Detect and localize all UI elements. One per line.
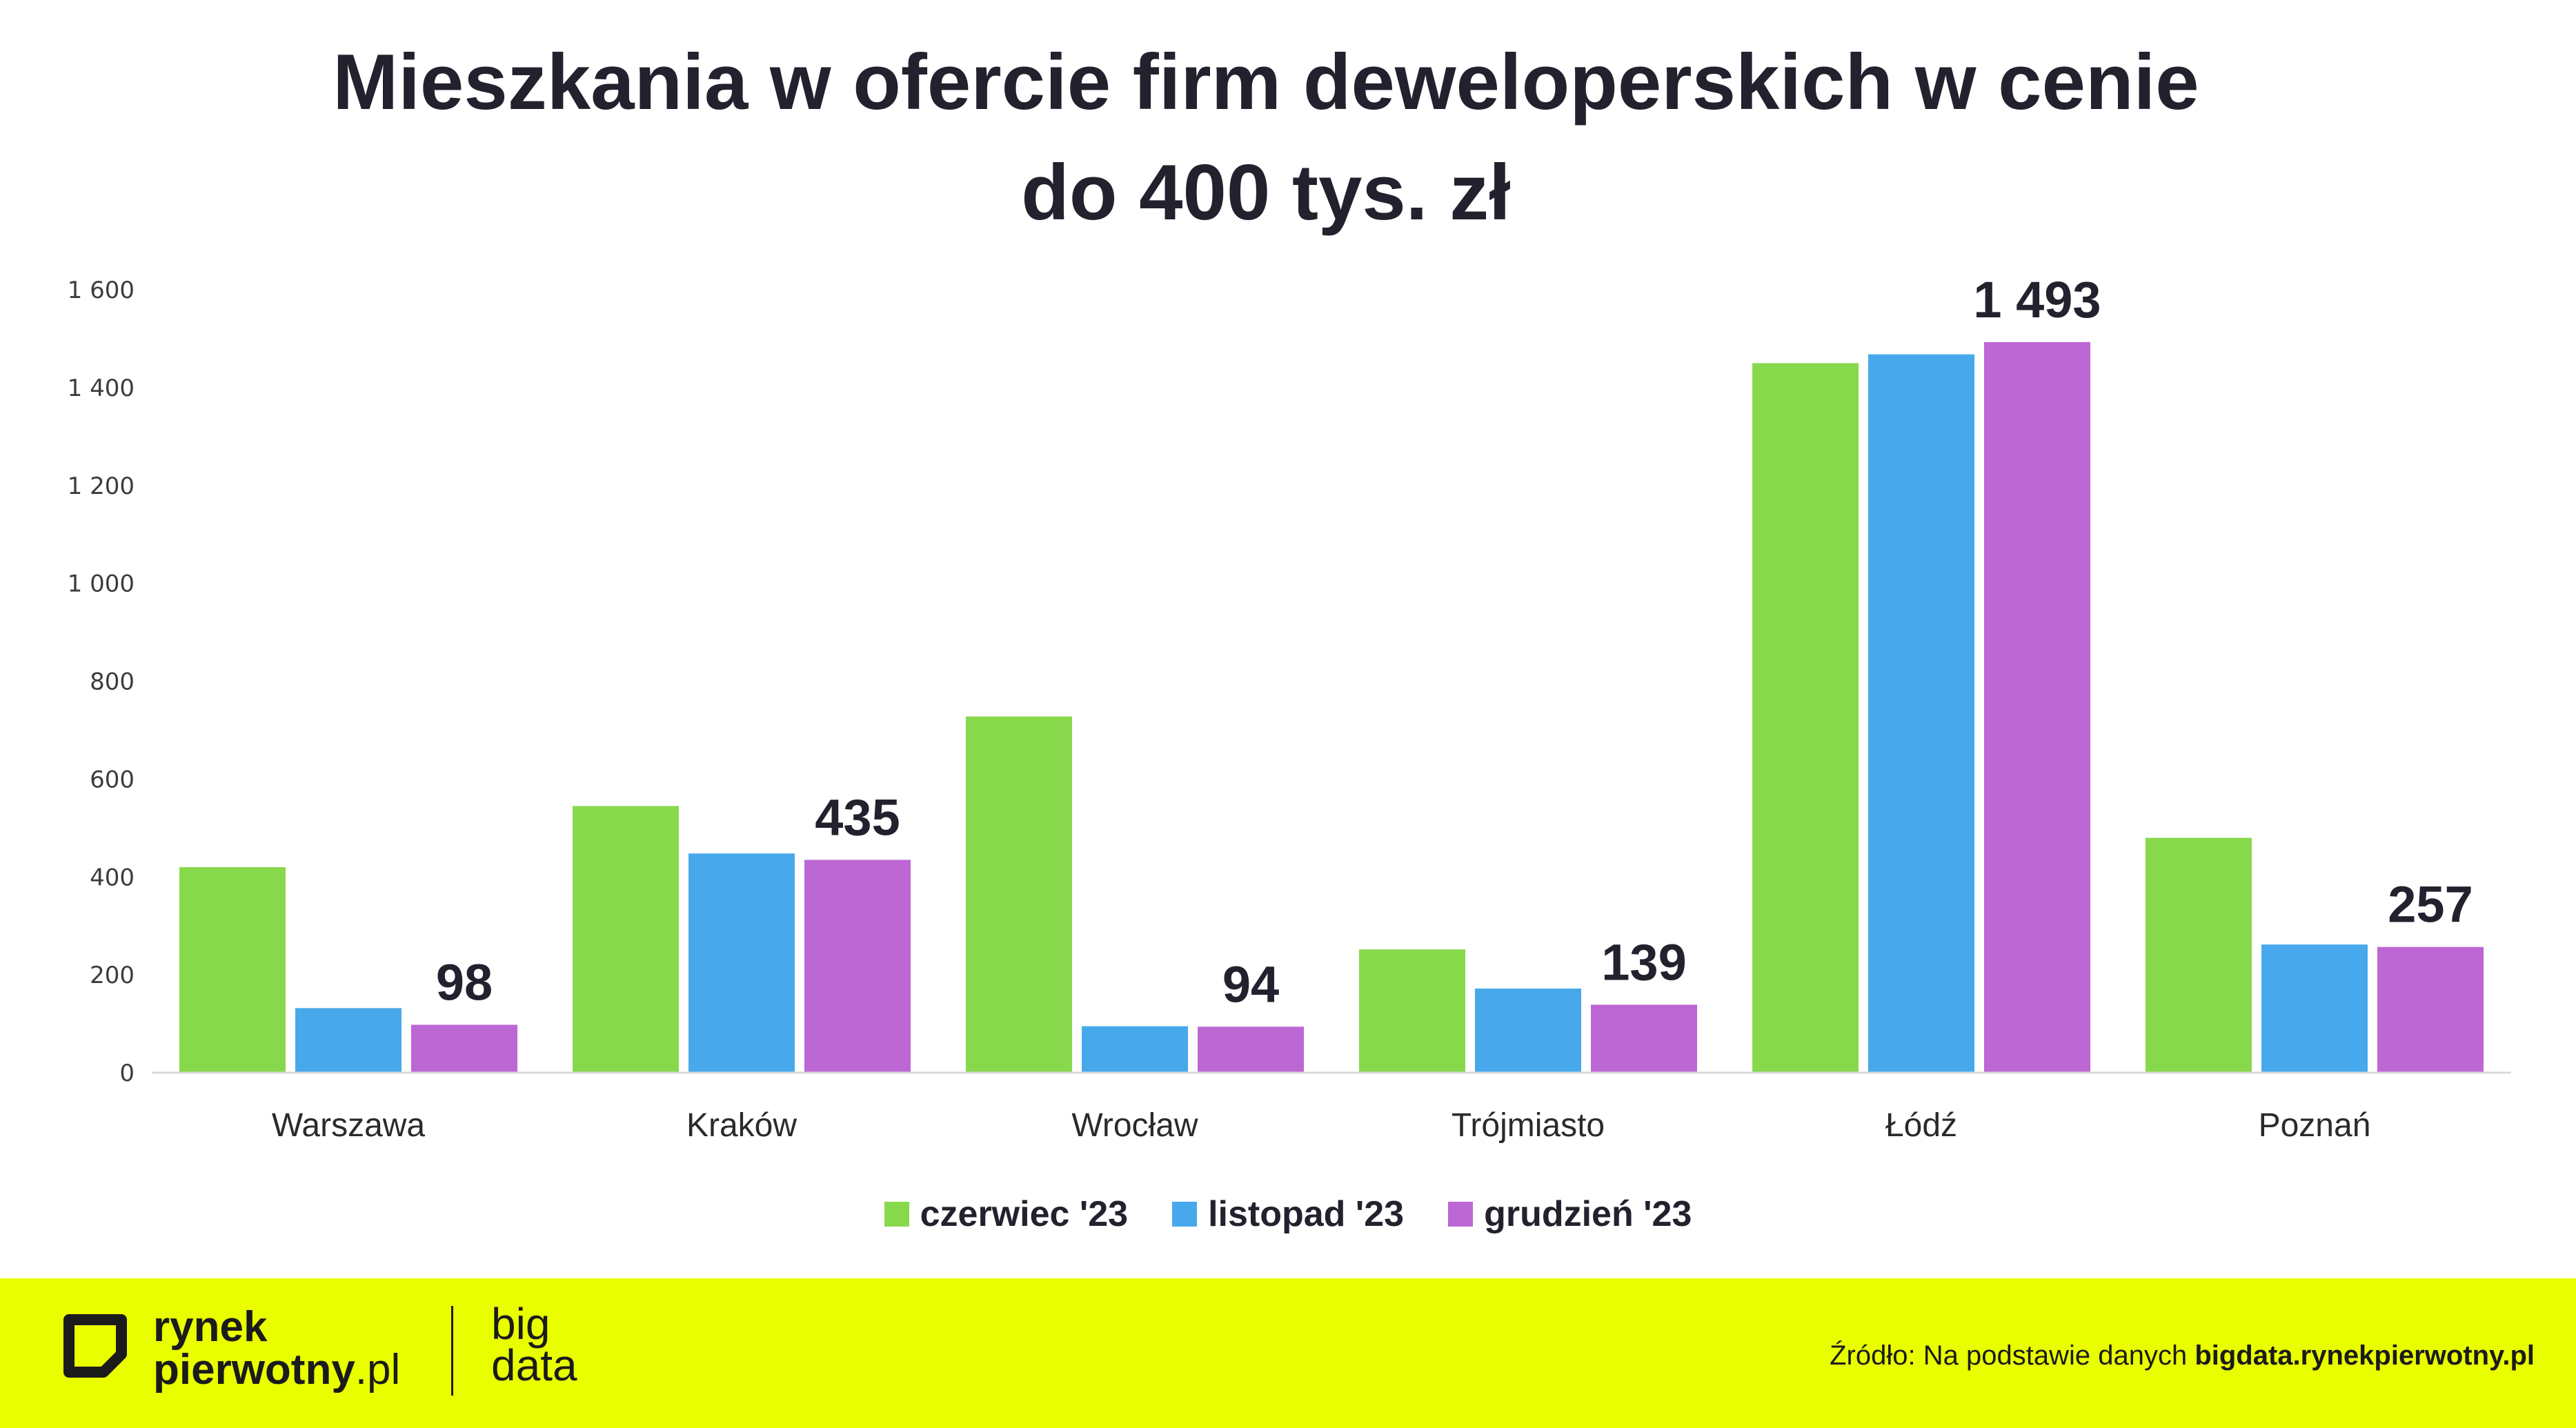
legend-swatch-czerwiec (884, 1202, 909, 1227)
bar (1984, 341, 2090, 1073)
y-tick-label: 200 (90, 962, 135, 989)
legend-swatch-listopad (1172, 1202, 1198, 1227)
legend-label-grudzien: grudzień '23 (1484, 1194, 1692, 1234)
legend-label-czerwiec: czerwiec '23 (920, 1194, 1129, 1234)
brand-divider (451, 1306, 453, 1396)
data-label: 98 (436, 953, 493, 1011)
bigdata-logo-text: big data (491, 1299, 577, 1390)
bar (804, 860, 911, 1073)
legend: czerwiec '23 listopad '23 grudzień '23 (0, 1193, 2576, 1235)
y-tick-label: 1 200 (68, 473, 135, 500)
legend-item-czerwiec: czerwiec '23 (884, 1193, 1128, 1235)
data-label: 257 (2388, 876, 2473, 933)
bar (1198, 1027, 1304, 1073)
source-prefix: Źródło: Na podstawie danych (1830, 1340, 2195, 1371)
legend-item-listopad: listopad '23 (1172, 1193, 1404, 1235)
data-label: 94 (1222, 955, 1279, 1013)
data-label: 139 (1601, 933, 1686, 991)
x-category-label: Łódź (1885, 1107, 1957, 1144)
x-category-label: Poznań (2259, 1107, 2371, 1144)
brand-line-2: pierwotny.pl (153, 1349, 400, 1391)
brand-logo-text: rynek pierwotny.pl (153, 1306, 400, 1391)
legend-label-listopad: listopad '23 (1208, 1194, 1405, 1234)
bar (573, 806, 679, 1073)
chart-title: Mieszkania w ofercie firm deweloperskich… (0, 28, 2532, 248)
source-link[interactable]: bigdata.rynekpierwotny.pl (2194, 1340, 2535, 1371)
bar (411, 1024, 517, 1073)
bar (2377, 946, 2484, 1073)
bar (2261, 944, 2368, 1073)
brand-line-1: rynek (153, 1303, 268, 1351)
bar (688, 853, 795, 1073)
y-tick-label: 1 600 (68, 277, 135, 304)
legend-swatch-grudzien (1448, 1202, 1474, 1227)
y-tick-label: 600 (90, 766, 135, 793)
data-label: 1 493 (1973, 271, 2101, 328)
y-tick-label: 1 000 (68, 571, 135, 598)
bar (1082, 1026, 1188, 1073)
y-tick-label: 1 400 (68, 375, 135, 402)
rynek-pierwotny-logo-icon (63, 1314, 127, 1378)
bar (1868, 354, 1974, 1073)
bar (1752, 363, 1859, 1073)
chart-title-line-1: Mieszkania w ofercie firm deweloperskich… (333, 39, 2199, 126)
bar (1591, 1004, 1697, 1073)
bar (966, 716, 1072, 1073)
y-tick-label: 400 (90, 864, 135, 891)
y-tick-label: 800 (90, 668, 135, 696)
footer-bar: rynek pierwotny.pl big data Źródło: Na p… (0, 1278, 2576, 1428)
brand-line-2-bold: pierwotny (153, 1346, 355, 1394)
chart-title-line-2: do 400 tys. zł (1021, 149, 1511, 237)
bar-chart: 0 200 400 600 800 1 000 1 200 1 400 1 600 98 Warsz… (68, 271, 2511, 1144)
legend-item-grudzien: grudzień '23 (1448, 1193, 1692, 1235)
x-category-label: Wrocław (1071, 1107, 1198, 1144)
x-category-label: Trójmiasto (1452, 1107, 1605, 1144)
brand-line-2-light: .pl (355, 1346, 401, 1394)
bigdata-line-1: big (491, 1299, 551, 1349)
data-label: 435 (815, 789, 900, 846)
source-note: Źródło: Na podstawie danych bigdata.ryne… (1830, 1340, 2535, 1371)
bar (1475, 988, 1581, 1073)
bar (1359, 949, 1465, 1073)
x-category-label: Kraków (686, 1107, 797, 1144)
bigdata-line-2: data (491, 1340, 577, 1390)
bar (295, 1008, 402, 1073)
bar (2146, 837, 2252, 1073)
x-category-label: Warszawa (272, 1107, 426, 1144)
bar (179, 867, 286, 1073)
y-tick-label: 0 (119, 1060, 135, 1087)
